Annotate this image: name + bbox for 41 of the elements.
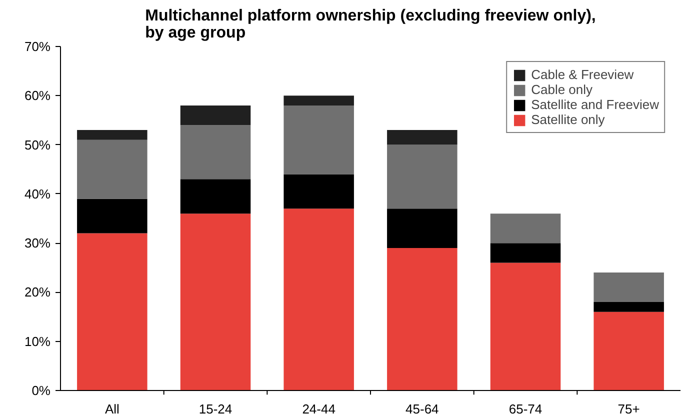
legend-label: Satellite only bbox=[531, 112, 605, 127]
bar bbox=[284, 96, 354, 106]
bar bbox=[387, 248, 458, 390]
bar bbox=[284, 105, 354, 174]
legend-label: Cable & Freeview bbox=[531, 67, 634, 82]
y-tick-label: 10% bbox=[24, 334, 51, 349]
chart-title: Multichannel platform ownership (excluding freeview only), by age group bbox=[145, 8, 596, 42]
bar bbox=[594, 302, 664, 312]
bar bbox=[490, 243, 561, 263]
x-tick-label: All bbox=[104, 402, 120, 416]
bar bbox=[180, 105, 251, 126]
bar bbox=[387, 144, 458, 209]
x-tick-label: 65-74 bbox=[508, 402, 542, 416]
bar bbox=[180, 125, 251, 180]
bar bbox=[77, 198, 148, 234]
bar bbox=[490, 262, 561, 390]
y-tick-label: 50% bbox=[24, 137, 51, 152]
bar bbox=[77, 130, 148, 140]
y-tick-label: 60% bbox=[24, 88, 51, 104]
legend-label: Cable only bbox=[531, 82, 593, 97]
legend-label: Satellite and Freeview bbox=[531, 97, 659, 112]
bar bbox=[594, 312, 664, 390]
y-tick-label: 0% bbox=[32, 383, 51, 398]
bar bbox=[387, 208, 458, 248]
bar bbox=[490, 214, 561, 244]
y-tick-label: 20% bbox=[24, 284, 51, 300]
y-tick-label: 30% bbox=[24, 236, 51, 251]
bar bbox=[77, 233, 148, 390]
bar bbox=[594, 272, 664, 302]
y-tick-label: 70% bbox=[24, 39, 51, 54]
bar bbox=[180, 214, 251, 390]
bar bbox=[180, 179, 251, 214]
x-tick-label: 45-64 bbox=[406, 402, 439, 416]
x-tick-label: 24-44 bbox=[302, 402, 336, 416]
bar bbox=[77, 140, 148, 199]
x-tick-label: 75+ bbox=[618, 402, 640, 416]
y-tick-label: 40% bbox=[24, 186, 51, 202]
bar bbox=[284, 174, 354, 209]
bar bbox=[387, 130, 458, 145]
bar bbox=[284, 208, 354, 390]
x-tick-label: 15-24 bbox=[198, 402, 232, 416]
